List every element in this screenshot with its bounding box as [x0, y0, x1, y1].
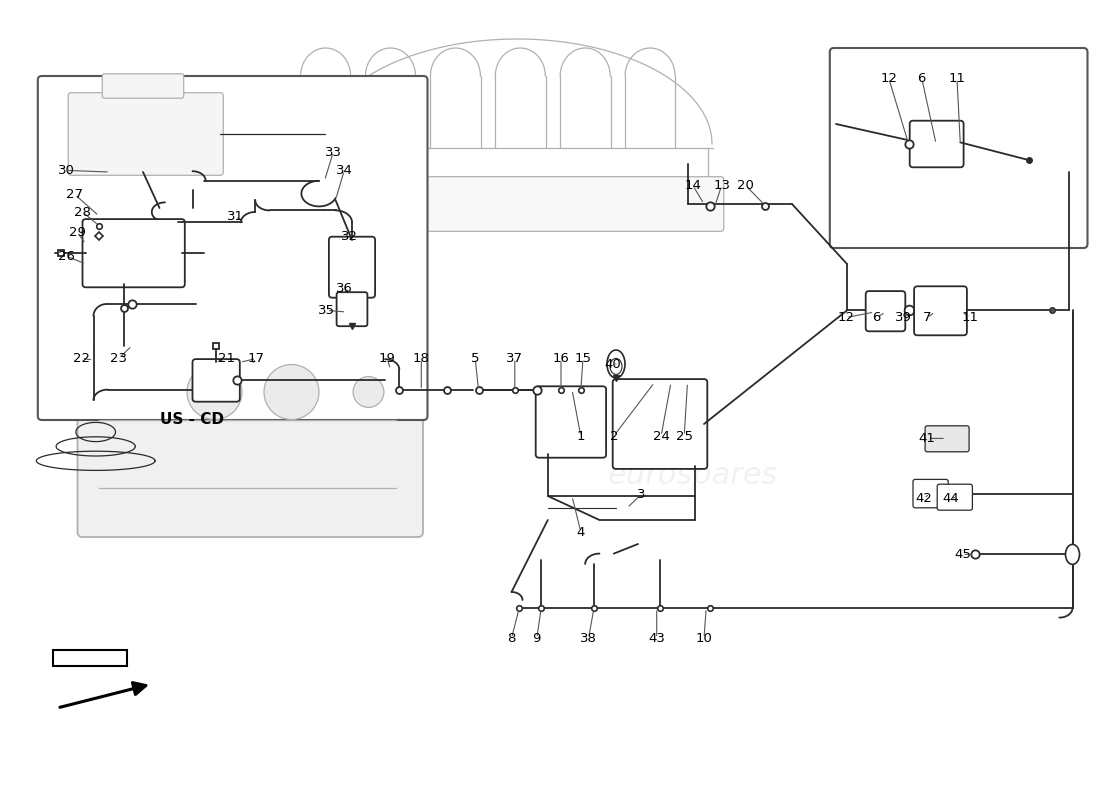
- Text: 28: 28: [74, 206, 91, 218]
- FancyBboxPatch shape: [37, 76, 428, 420]
- Text: 9: 9: [532, 632, 541, 645]
- Text: 24: 24: [652, 430, 670, 442]
- Text: 33: 33: [324, 146, 342, 158]
- Text: 21: 21: [218, 352, 235, 365]
- Text: 6: 6: [917, 72, 926, 85]
- Text: 32: 32: [341, 230, 359, 242]
- Text: 31: 31: [227, 210, 244, 222]
- FancyBboxPatch shape: [192, 359, 240, 402]
- Text: 18: 18: [412, 352, 430, 365]
- Ellipse shape: [607, 350, 625, 378]
- Text: 16: 16: [552, 352, 570, 365]
- Text: eurospares: eurospares: [608, 462, 778, 490]
- Text: 39: 39: [894, 311, 912, 324]
- Text: 13: 13: [713, 179, 730, 192]
- FancyBboxPatch shape: [913, 479, 948, 508]
- Text: 7: 7: [923, 311, 932, 324]
- Circle shape: [353, 377, 384, 407]
- FancyBboxPatch shape: [68, 93, 223, 175]
- Text: 43: 43: [648, 632, 666, 645]
- Text: 27: 27: [66, 188, 84, 201]
- Text: eurospares: eurospares: [240, 462, 409, 490]
- Text: 42: 42: [915, 492, 933, 505]
- FancyBboxPatch shape: [82, 219, 185, 287]
- FancyBboxPatch shape: [102, 74, 184, 98]
- Text: 19: 19: [378, 352, 396, 365]
- FancyBboxPatch shape: [536, 386, 606, 458]
- Text: 37: 37: [506, 352, 524, 365]
- FancyBboxPatch shape: [925, 426, 969, 452]
- Text: 25: 25: [675, 430, 693, 442]
- Text: 6: 6: [872, 311, 881, 324]
- FancyBboxPatch shape: [866, 291, 905, 331]
- Text: 38: 38: [580, 632, 597, 645]
- Text: 26: 26: [57, 250, 75, 262]
- Text: 15: 15: [574, 352, 592, 365]
- Text: 11: 11: [961, 311, 979, 324]
- FancyBboxPatch shape: [937, 484, 972, 510]
- Text: 29: 29: [68, 226, 86, 238]
- Text: 1: 1: [576, 430, 585, 442]
- Text: 40: 40: [604, 358, 622, 370]
- FancyBboxPatch shape: [310, 177, 724, 231]
- Text: 36: 36: [336, 282, 353, 294]
- Ellipse shape: [1066, 544, 1079, 564]
- Text: 12: 12: [880, 72, 898, 85]
- Text: 17: 17: [248, 352, 265, 365]
- Text: 41: 41: [918, 432, 936, 445]
- FancyBboxPatch shape: [337, 292, 367, 326]
- FancyBboxPatch shape: [613, 379, 707, 469]
- Text: 4: 4: [576, 526, 585, 538]
- Text: 34: 34: [336, 164, 353, 177]
- Circle shape: [264, 365, 319, 419]
- FancyBboxPatch shape: [829, 48, 1088, 248]
- Text: 35: 35: [318, 304, 336, 317]
- Text: 3: 3: [637, 488, 646, 501]
- Circle shape: [187, 365, 242, 419]
- FancyBboxPatch shape: [914, 286, 967, 335]
- Text: 5: 5: [471, 352, 480, 365]
- Text: US - CD: US - CD: [161, 413, 224, 427]
- Text: 12: 12: [837, 311, 855, 324]
- Text: 30: 30: [57, 164, 75, 177]
- FancyBboxPatch shape: [910, 121, 964, 167]
- Text: 8: 8: [507, 632, 516, 645]
- Text: 45: 45: [954, 548, 971, 561]
- FancyBboxPatch shape: [77, 341, 424, 537]
- Text: 10: 10: [695, 632, 713, 645]
- Text: 14: 14: [684, 179, 702, 192]
- Text: 44: 44: [942, 492, 959, 505]
- FancyBboxPatch shape: [329, 237, 375, 298]
- Text: 2: 2: [609, 430, 618, 442]
- Text: 20: 20: [737, 179, 755, 192]
- FancyBboxPatch shape: [53, 650, 126, 666]
- Text: 11: 11: [948, 72, 966, 85]
- Text: 23: 23: [110, 352, 128, 365]
- Text: 22: 22: [73, 352, 90, 365]
